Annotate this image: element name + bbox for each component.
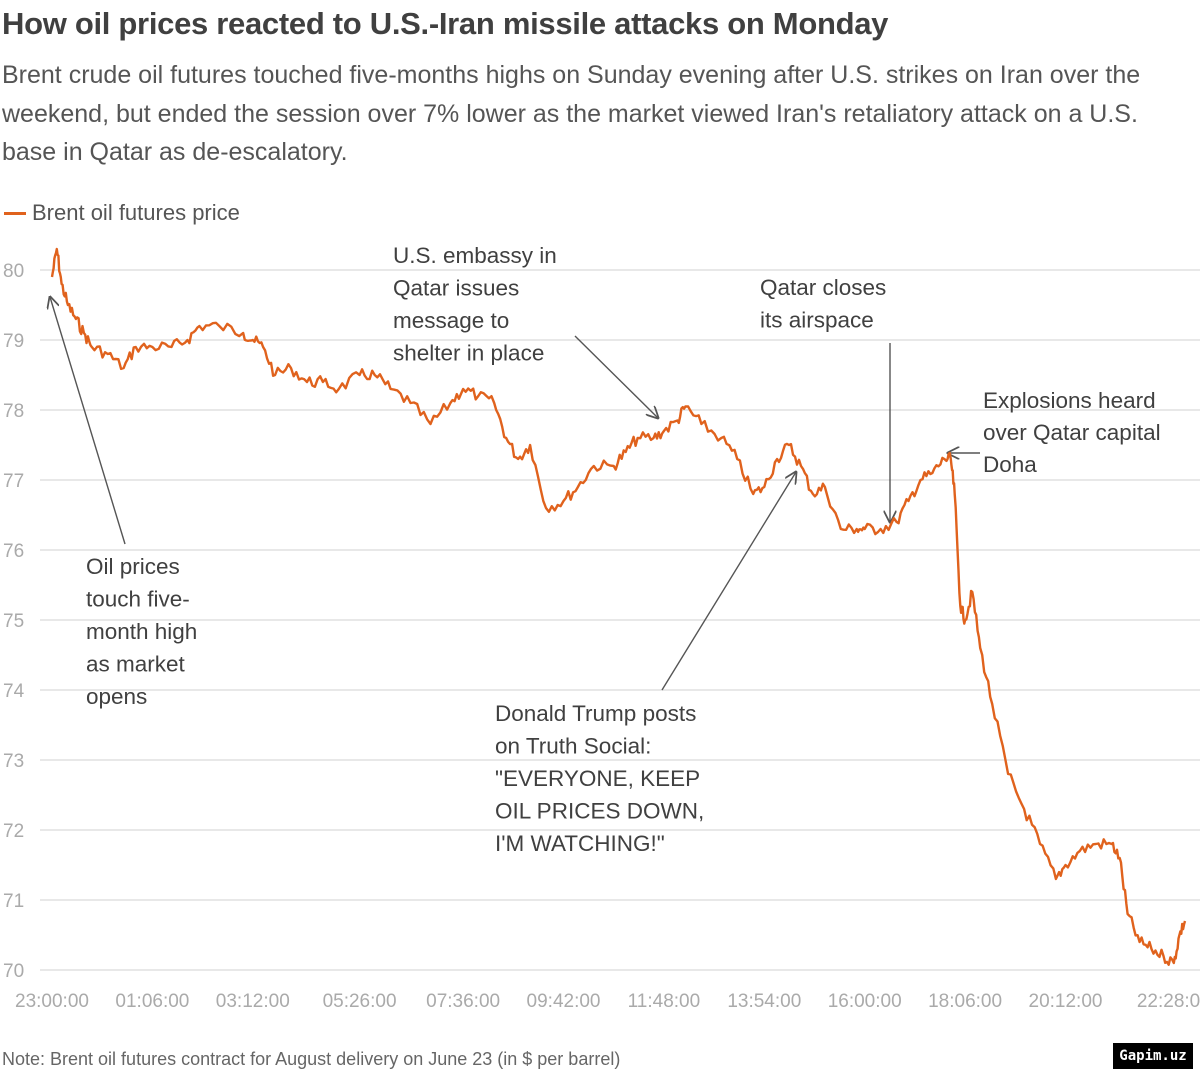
x-tick-label: 03:12:00 — [216, 991, 290, 1012]
chart-subtitle: Brent crude oil futures touched five-mon… — [2, 61, 1141, 166]
legend-label: Brent oil futures price — [32, 200, 240, 225]
annotation-line: Qatar issues — [393, 276, 519, 301]
annotation-line: Donald Trump posts — [495, 701, 696, 726]
annotation-text: U.S. embassy in Qatar issues message to she… — [393, 243, 557, 366]
x-axis: 23:00:00 01:06:00 03:12:00 05:26:00 07:36:00… — [15, 991, 1200, 1012]
x-tick-label: 22:28:00 — [1137, 991, 1200, 1012]
line-chart: 80 79 78 77 76 75 74 73 72 71 70 23:00:00 01:06:00 0… — [3, 243, 1200, 1012]
x-tick-label: 09:42:00 — [527, 991, 601, 1012]
annotation-line: U.S. embassy in — [393, 243, 557, 268]
y-tick-label: 70 — [3, 961, 24, 982]
y-tick-label: 80 — [3, 261, 24, 282]
y-tick-label: 77 — [3, 471, 24, 492]
annotation-line: on Truth Social: — [495, 734, 651, 759]
annotation-line: Qatar closes — [760, 275, 886, 300]
annotation-line: "EVERYONE, KEEP — [495, 766, 700, 791]
annotation-text: Donald Trump posts on Truth Social: "EVERY… — [495, 701, 704, 856]
annotation-text: Explosions heard over Qatar capital Doha — [983, 388, 1161, 477]
annotation-line: Doha — [983, 452, 1037, 477]
annotation-arrow — [50, 297, 126, 545]
annotation-line: Explosions heard — [983, 388, 1156, 413]
annotations: Oil prices touch five-month high as market… — [86, 243, 1161, 856]
x-tick-label: 20:12:00 — [1029, 991, 1103, 1012]
legend-swatch — [4, 211, 26, 215]
x-tick-label: 11:48:00 — [628, 991, 701, 1012]
annotation-line: I'M WATCHING!" — [495, 831, 665, 856]
x-tick-label: 18:06:00 — [928, 991, 1002, 1012]
y-axis: 80 79 78 77 76 75 74 73 72 71 70 — [3, 261, 25, 982]
annotation-arrow — [661, 472, 796, 691]
chart-legend: Brent oil futures price — [4, 200, 240, 226]
y-tick-label: 78 — [3, 401, 24, 422]
annotation-line: its airspace — [760, 308, 874, 333]
watermark-logo: Gapim.uz — [1113, 1043, 1193, 1069]
y-tick-label: 74 — [3, 681, 25, 702]
y-tick-label: 75 — [3, 611, 24, 632]
x-tick-label: 23:00:00 — [15, 991, 89, 1012]
annotation-line: as market — [86, 652, 186, 677]
x-tick-label: 01:06:00 — [115, 991, 189, 1012]
price-line-layer — [50, 247, 1187, 966]
annotation-line: message to — [393, 308, 509, 333]
annotation-line: over Qatar capital — [983, 420, 1161, 445]
annotation-line: month high — [86, 619, 197, 644]
chart-title: How oil prices reacted to U.S.-Iran miss… — [2, 6, 889, 41]
price-line — [50, 247, 1187, 966]
x-tick-label: 16:00:00 — [828, 991, 902, 1012]
y-tick-label: 72 — [3, 821, 24, 842]
annotation-line: touch five- — [86, 587, 190, 612]
y-tick-label: 73 — [3, 751, 24, 772]
annotation-line: opens — [86, 684, 147, 709]
y-tick-label: 79 — [3, 331, 24, 352]
gridlines — [40, 269, 1200, 971]
annotation-arrows — [50, 297, 980, 691]
y-tick-label: 76 — [3, 541, 24, 562]
annotation-line: Oil prices — [86, 554, 180, 579]
x-tick-label: 13:54:00 — [727, 991, 801, 1012]
annotation-text: Oil prices touch five-month high as market… — [86, 554, 197, 709]
y-tick-label: 71 — [3, 891, 24, 912]
annotation-line: OIL PRICES DOWN, — [495, 799, 704, 824]
annotation-arrow — [574, 335, 658, 418]
x-tick-label: 05:26:00 — [323, 991, 397, 1012]
x-tick-label: 07:36:00 — [426, 991, 500, 1012]
chart-note: Note: Brent oil futures contract for Aug… — [2, 1049, 621, 1069]
annotation-line: shelter in place — [393, 341, 544, 366]
annotation-text: Qatar closes its airspace — [760, 275, 886, 333]
